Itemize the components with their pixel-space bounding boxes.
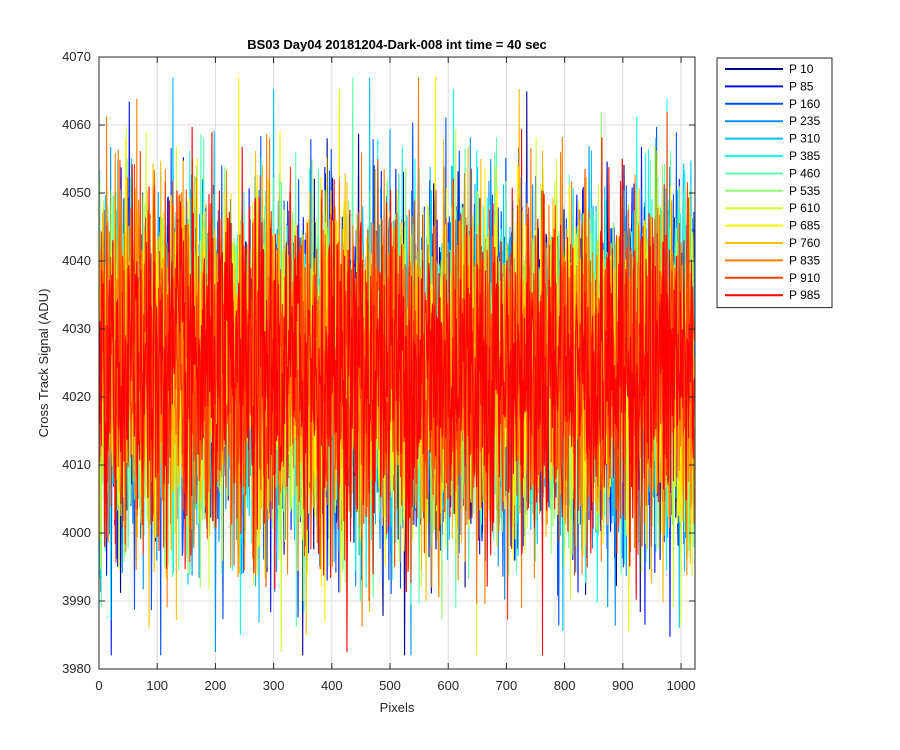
- chart-title: BS03 Day04 20181204-Dark-008 int time = …: [247, 37, 547, 52]
- x-tick-label: 600: [437, 678, 459, 693]
- x-tick-label: 700: [496, 678, 518, 693]
- series-group: [99, 77, 695, 656]
- legend-label: P 910: [789, 271, 820, 285]
- legend-label: P 835: [789, 253, 820, 267]
- y-tick-label: 4060: [62, 117, 91, 132]
- legend-label: P 85: [789, 79, 814, 93]
- x-tick-label: 0: [95, 678, 102, 693]
- y-tick-label: 4050: [62, 185, 91, 200]
- legend-label: P 610: [789, 201, 820, 215]
- x-tick-label: 800: [554, 678, 576, 693]
- y-tick-label: 4010: [62, 457, 91, 472]
- x-axis-label: Pixels: [380, 700, 415, 715]
- legend-label: P 460: [789, 166, 820, 180]
- legend-label: P 235: [789, 114, 820, 128]
- x-tick-label: 100: [146, 678, 168, 693]
- legend-label: P 310: [789, 132, 820, 146]
- y-tick-label: 4040: [62, 253, 91, 268]
- legend-label: P 160: [789, 97, 820, 111]
- legend-label: P 985: [789, 288, 820, 302]
- x-tick-label: 400: [321, 678, 343, 693]
- y-tick-label: 3980: [62, 661, 91, 676]
- y-tick-label: 4000: [62, 525, 91, 540]
- series-line-p985: [99, 126, 695, 656]
- legend-label: P 685: [789, 219, 820, 233]
- legend-label: P 760: [789, 236, 820, 250]
- x-tick-label: 900: [612, 678, 634, 693]
- y-tick-label: 3990: [62, 593, 91, 608]
- y-tick-label: 4070: [62, 49, 91, 64]
- x-tick-label: 200: [205, 678, 227, 693]
- legend-label: P 385: [789, 149, 820, 163]
- x-tick-label: 500: [379, 678, 401, 693]
- x-tick-label: 300: [263, 678, 285, 693]
- legend-box: [716, 57, 833, 309]
- y-tick-label: 4020: [62, 389, 91, 404]
- axis-ticks: 0 100 200 300 400 500 600 700 800 900 1000 3980 3990…: [62, 49, 695, 693]
- legend-label: P 10: [789, 62, 814, 76]
- legend[interactable]: P 10 P 85 P 160 P 235 P 310 P 385 P 460 P 535 P …: [716, 57, 833, 309]
- plot-frame: [98, 56, 696, 670]
- y-axis-label: Cross Track Signal (ADU): [36, 289, 51, 438]
- legend-label: P 535: [789, 184, 820, 198]
- y-tick-label: 4030: [62, 321, 91, 336]
- x-tick-label: 1000: [667, 678, 696, 693]
